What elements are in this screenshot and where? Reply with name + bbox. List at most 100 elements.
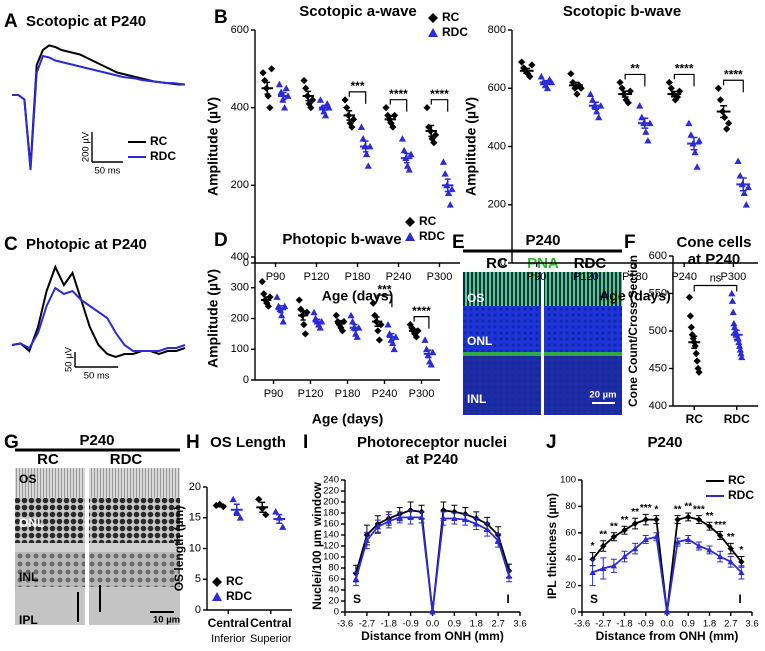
data-point [282, 84, 290, 92]
data-point [593, 107, 601, 115]
error-bar [315, 318, 321, 325]
data-point [731, 323, 739, 331]
chart-title: Scotopic a-wave [299, 3, 417, 20]
data-point [407, 514, 414, 520]
error-bar [691, 335, 698, 349]
data-point [736, 172, 744, 179]
x-tick-label: P300 [409, 388, 435, 400]
y-axis-label: Amplitude (µV) [205, 97, 221, 196]
legend-label: RC [728, 473, 746, 487]
significance-label: * [739, 545, 743, 556]
data-point [537, 73, 545, 80]
error-bar [389, 332, 395, 342]
significance-bracket [673, 73, 695, 87]
significance-label: ** [674, 504, 682, 515]
y-tick-label: 0 [195, 604, 201, 616]
error-bar [403, 152, 410, 164]
x-tick-label: P90 [266, 271, 286, 283]
data-point [600, 542, 607, 550]
data-point [334, 317, 342, 326]
divider [541, 272, 544, 415]
panel-letter: C [4, 234, 18, 255]
significance-label: ** [631, 507, 639, 518]
legend-label: RDC [442, 25, 468, 39]
data-point [316, 96, 325, 103]
error-bar [280, 91, 287, 101]
data-point [642, 128, 650, 135]
data-point [444, 189, 453, 196]
significance-label: * [591, 541, 595, 552]
y-tick-label: 200 [488, 199, 506, 211]
error-bar [216, 503, 223, 508]
error-bar [305, 90, 312, 102]
data-point [389, 123, 397, 131]
panel-letter: D [214, 230, 228, 251]
data-point [279, 523, 287, 530]
x-tick-label: -2.7 [359, 619, 375, 630]
scale-label: 10 µm [153, 615, 180, 626]
data-point [473, 520, 480, 527]
data-point [261, 76, 269, 85]
data-point [573, 90, 581, 98]
significance-bracket [348, 91, 367, 104]
data-point [586, 90, 595, 97]
error-bar [233, 503, 240, 517]
data-point [706, 523, 713, 530]
legend-label: RDC [728, 488, 754, 502]
y-tick-label: 20 [189, 481, 201, 493]
micrograph-title: P240 [525, 232, 560, 249]
data-point [300, 76, 308, 85]
y-tick-label: 100 [231, 343, 249, 355]
data-point [338, 327, 347, 335]
data-point [425, 123, 433, 131]
data-point [310, 308, 318, 316]
data-point [695, 137, 703, 144]
y-tick-label: 550 [649, 287, 667, 299]
x-tick-label: P120 [573, 271, 599, 283]
significance-bracket [693, 284, 738, 292]
x-tick-label: Central [208, 616, 249, 630]
data-point [685, 293, 694, 301]
error-bar [621, 90, 629, 98]
error-bar [720, 104, 728, 119]
data-point [735, 338, 743, 346]
data-point [735, 342, 744, 349]
legend-label: RC [150, 134, 168, 148]
end-label: I [738, 592, 741, 606]
data-point [451, 508, 458, 516]
chart-title: at P240 [406, 451, 459, 468]
data-point [730, 319, 738, 327]
data-point [400, 146, 408, 154]
error-bar [352, 323, 358, 332]
data-point [685, 513, 692, 521]
data-point [734, 157, 742, 164]
data-point [407, 507, 414, 514]
x-tick-label: Central [250, 616, 291, 630]
micrograph-title: P240 [79, 432, 114, 449]
data-point [229, 495, 237, 503]
data-point [626, 87, 634, 95]
error-bar [670, 90, 678, 98]
x-axis-label: Age (days) [322, 288, 394, 304]
layer-label: OS [467, 291, 484, 305]
x-axis-label: Age (days) [599, 288, 671, 304]
error-bar [411, 328, 417, 334]
data-point [390, 345, 398, 353]
chart-title: Scotopic b-wave [563, 3, 681, 20]
data-point [518, 58, 526, 66]
data-point [260, 290, 268, 298]
significance-bracket [413, 316, 430, 329]
data-point [267, 65, 276, 73]
data-point [448, 185, 456, 193]
data-point [727, 545, 734, 552]
x-tick-label: P240 [671, 271, 697, 283]
x-tick-label: -1.8 [381, 619, 397, 630]
error-bar [374, 316, 380, 327]
y-tick-label: 160 [323, 519, 339, 530]
data-point [687, 323, 695, 331]
data-point [382, 104, 390, 112]
data-point [343, 104, 351, 112]
x-tick-label: -3.6 [574, 619, 590, 630]
y-tick-label: 600 [231, 24, 249, 36]
significance-label: *** [350, 79, 364, 93]
